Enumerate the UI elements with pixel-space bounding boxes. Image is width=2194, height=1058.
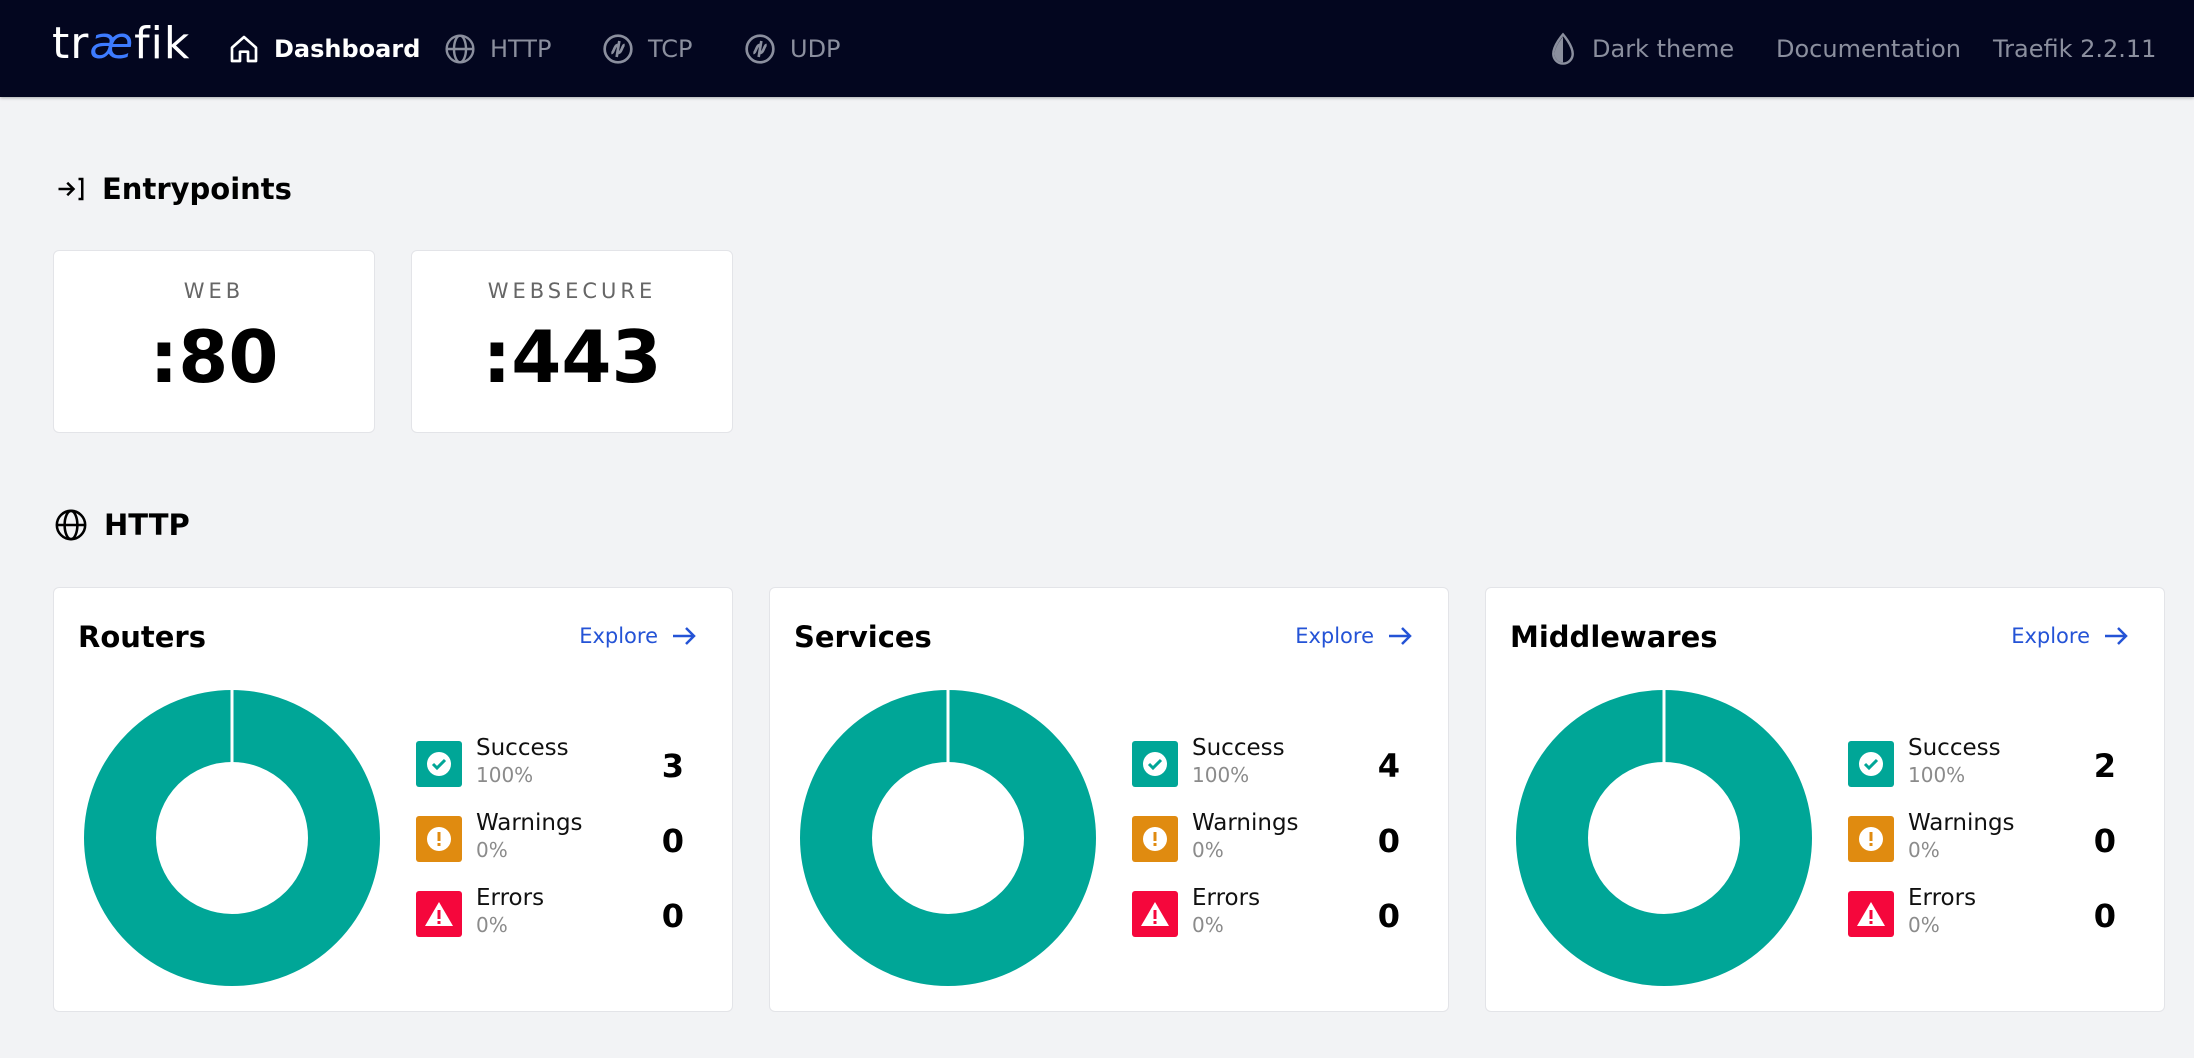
error-icon [1848,891,1894,937]
card-title: Middlewares [1510,620,1718,654]
dark-theme-label: Dark theme [1592,34,1735,63]
legend-label: Warnings [1192,810,1299,836]
legend-percent: 100% [1192,763,1250,787]
globe-icon [55,509,87,541]
entrypoint-card-web[interactable]: WEB :80 [53,250,375,433]
legend-count: 0 [2093,822,2116,860]
nav-dashboard[interactable]: Dashboard [228,0,420,97]
card-title: Routers [78,620,206,654]
version-link[interactable]: Traefik 2.2.11 [1993,0,2156,97]
legend-percent: 0% [476,913,508,937]
legend-label: Errors [1192,885,1261,911]
dark-theme-toggle[interactable]: Dark theme [1548,0,1734,97]
legend-label: Warnings [1908,810,2015,836]
documentation-link[interactable]: Documentation [1776,0,1961,97]
legend-label: Success [1192,735,1285,761]
legend-warnings: Warnings 0% 0 [1132,810,1428,870]
warning-icon [1848,816,1894,862]
entrypoint-port: :80 [149,315,279,399]
top-navbar: træfik Dashboard HTTP TCP UDP Dark theme… [0,0,2194,97]
legend-label: Errors [476,885,545,911]
legend-errors: Errors 0% 0 [1848,885,2144,945]
entrypoints-heading: Entrypoints [56,172,292,206]
entrypoint-card-websecure[interactable]: WEBSECURE :443 [411,250,733,433]
http-heading: HTTP [54,508,190,542]
nav-udp[interactable]: UDP [744,0,841,97]
legend-errors: Errors 0% 0 [1132,885,1428,945]
explore-link[interactable]: Explore [2011,624,2130,648]
explore-label: Explore [2011,624,2090,648]
legend-label: Success [1908,735,2001,761]
legend-count: 0 [2093,897,2116,935]
entrypoints-title: Entrypoints [102,172,292,206]
legend-errors: Errors 0% 0 [416,885,712,945]
legend-success: Success 100% 4 [1132,735,1428,795]
legend-label: Success [476,735,569,761]
status-donut-chart [84,688,380,986]
arrow-right-icon [1389,627,1412,645]
nav-udp-label: UDP [790,34,841,63]
legend-warnings: Warnings 0% 0 [416,810,712,870]
error-icon [1132,891,1178,937]
legend-label: Errors [1908,885,1977,911]
services-card: Services Explore Success 100% 4 Warnings… [769,587,1449,1012]
success-icon [1132,741,1178,787]
nav-tcp-label: TCP [648,34,693,63]
warning-icon [416,816,462,862]
version-label: Traefik 2.2.11 [1993,34,2157,63]
legend-count: 0 [1377,897,1400,935]
legend-count: 3 [661,747,684,785]
legend-percent: 0% [1192,913,1224,937]
documentation-label: Documentation [1776,34,1962,63]
legend-percent: 100% [476,763,534,787]
legend-percent: 0% [476,838,508,862]
middlewares-card: Middlewares Explore Success 100% 2 Warni… [1485,587,2165,1012]
explore-label: Explore [1295,624,1374,648]
entrypoint-name: WEBSECURE [487,279,657,303]
legend-count: 0 [661,897,684,935]
explore-link[interactable]: Explore [1295,624,1414,648]
http-title: HTTP [104,508,190,542]
legend-count: 0 [661,822,684,860]
legend-label: Warnings [476,810,583,836]
legend-warnings: Warnings 0% 0 [1848,810,2144,870]
nav-http-label: HTTP [490,34,552,63]
droplet-icon [1552,32,1574,65]
home-icon [230,35,258,62]
arrow-right-icon [673,627,696,645]
legend-percent: 100% [1908,763,1966,787]
tcp-icon [603,33,633,64]
globe-icon [445,33,475,64]
legend-percent: 0% [1192,838,1224,862]
legend-percent: 0% [1908,838,1940,862]
legend-percent: 0% [1908,913,1940,937]
entrypoint-name: WEB [183,279,245,303]
entrypoint-port: :443 [482,315,662,399]
explore-link[interactable]: Explore [579,624,698,648]
traefik-logo[interactable]: træfik [52,18,191,69]
status-donut-chart [800,688,1096,986]
error-icon [416,891,462,937]
nav-dashboard-label: Dashboard [274,34,421,63]
arrow-right-icon [2105,627,2128,645]
legend-count: 0 [1377,822,1400,860]
warning-icon [1132,816,1178,862]
success-icon [416,741,462,787]
card-title: Services [794,620,932,654]
routers-card: Routers Explore Success 100% 3 Warnings … [53,587,733,1012]
legend-count: 2 [2093,747,2116,785]
success-icon [1848,741,1894,787]
nav-http[interactable]: HTTP [444,0,551,97]
udp-icon [745,33,775,64]
explore-label: Explore [579,624,658,648]
legend-success: Success 100% 3 [416,735,712,795]
status-donut-chart [1516,688,1812,986]
sign-in-icon [58,177,84,201]
nav-tcp[interactable]: TCP [602,0,692,97]
legend-count: 4 [1377,747,1400,785]
legend-success: Success 100% 2 [1848,735,2144,795]
